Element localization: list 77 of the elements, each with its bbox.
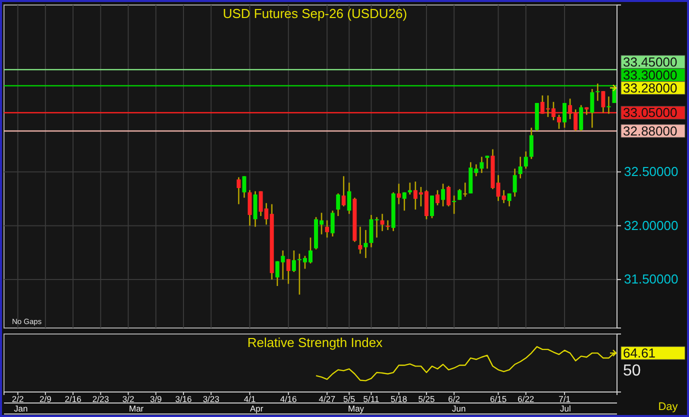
x-tick-label: 3/23 xyxy=(202,394,220,404)
candlestick xyxy=(380,213,384,232)
x-tick-label: 2/23 xyxy=(92,394,110,404)
candlestick xyxy=(396,183,401,205)
text: Jul xyxy=(560,404,571,414)
candlestick xyxy=(242,176,246,198)
candlestick xyxy=(336,192,340,217)
text: Day xyxy=(658,401,678,413)
candlestick xyxy=(518,156,522,179)
y-tick-label: 32.00000 xyxy=(624,218,678,233)
candlestick xyxy=(364,229,368,259)
y-tick-label: 31.50000 xyxy=(624,272,678,287)
ref-line-label: 32.88000 xyxy=(623,124,678,139)
x-tick-label: 4/1 xyxy=(244,394,256,404)
candlestick xyxy=(507,192,512,207)
x-tick-label: 6/15 xyxy=(490,394,507,404)
candlestick xyxy=(512,168,517,198)
candlestick xyxy=(286,258,290,285)
candlestick xyxy=(441,183,446,207)
text: Jan xyxy=(14,404,28,414)
candlestick xyxy=(596,82,600,102)
candlestick xyxy=(452,194,456,215)
x-tick-label: 6/2 xyxy=(448,394,460,404)
candlestick xyxy=(524,150,528,170)
candlestick xyxy=(485,155,490,170)
ref-line-label: 33.30000 xyxy=(623,67,678,82)
chart-title: Relative Strength Index xyxy=(247,335,384,350)
candlestick xyxy=(248,190,252,226)
text: 64.61 xyxy=(623,346,656,361)
text: Jun xyxy=(452,404,466,414)
x-tick-label: 7/1 xyxy=(558,394,571,404)
candlestick xyxy=(557,114,562,130)
candlestick xyxy=(408,182,412,196)
x-tick-label: 4/27 xyxy=(318,394,336,404)
candlestick xyxy=(430,194,434,219)
ref-line-label: 33.05000 xyxy=(623,105,678,120)
x-tick-label: 3/2 xyxy=(122,394,134,404)
x-tick-label: 6/22 xyxy=(518,394,534,404)
candlestick xyxy=(463,182,468,198)
x-tick-label: 2/2 xyxy=(12,394,24,404)
candlestick xyxy=(236,176,241,205)
candlestick xyxy=(358,226,362,254)
text: 50 xyxy=(623,362,641,380)
x-tick-label: 5/11 xyxy=(363,394,380,404)
candlestick xyxy=(325,220,330,238)
x-tick-label: 3/9 xyxy=(150,394,162,404)
candlestick xyxy=(562,102,567,128)
candlestick xyxy=(579,104,584,132)
candlestick xyxy=(330,210,335,238)
text: May xyxy=(348,404,365,414)
candlestick xyxy=(446,185,451,207)
x-tick-label: 5/25 xyxy=(418,394,436,404)
candlestick xyxy=(606,96,611,114)
candlestick xyxy=(601,90,606,114)
x-tick-label: 4/16 xyxy=(280,394,297,404)
candlestick xyxy=(342,176,346,207)
candlestick xyxy=(590,88,594,128)
x-tick-label: 3/16 xyxy=(175,394,192,404)
candlestick xyxy=(292,250,296,273)
candlestick xyxy=(347,182,352,215)
candlestick xyxy=(436,190,440,206)
x-tick-label: 2/9 xyxy=(40,394,52,404)
x-tick-label: 5/18 xyxy=(390,394,408,404)
candlestick xyxy=(369,214,374,248)
candlestick xyxy=(374,216,379,238)
text: 33.28000 xyxy=(623,80,678,96)
ref-line-label: 33.45000 xyxy=(623,54,678,70)
x-tick-label: 2/16 xyxy=(64,394,82,404)
text: Apr xyxy=(250,404,264,414)
candlestick xyxy=(480,156,484,174)
candlestick xyxy=(386,220,390,231)
candlestick xyxy=(529,127,534,160)
y-tick-label: 32.50000 xyxy=(624,164,678,180)
candlestick xyxy=(402,192,406,212)
chart-title: USD Futures Sep-26 (USDU26) xyxy=(222,6,408,21)
text: Mar xyxy=(129,404,144,414)
x-tick-label: 5/5 xyxy=(343,394,356,404)
